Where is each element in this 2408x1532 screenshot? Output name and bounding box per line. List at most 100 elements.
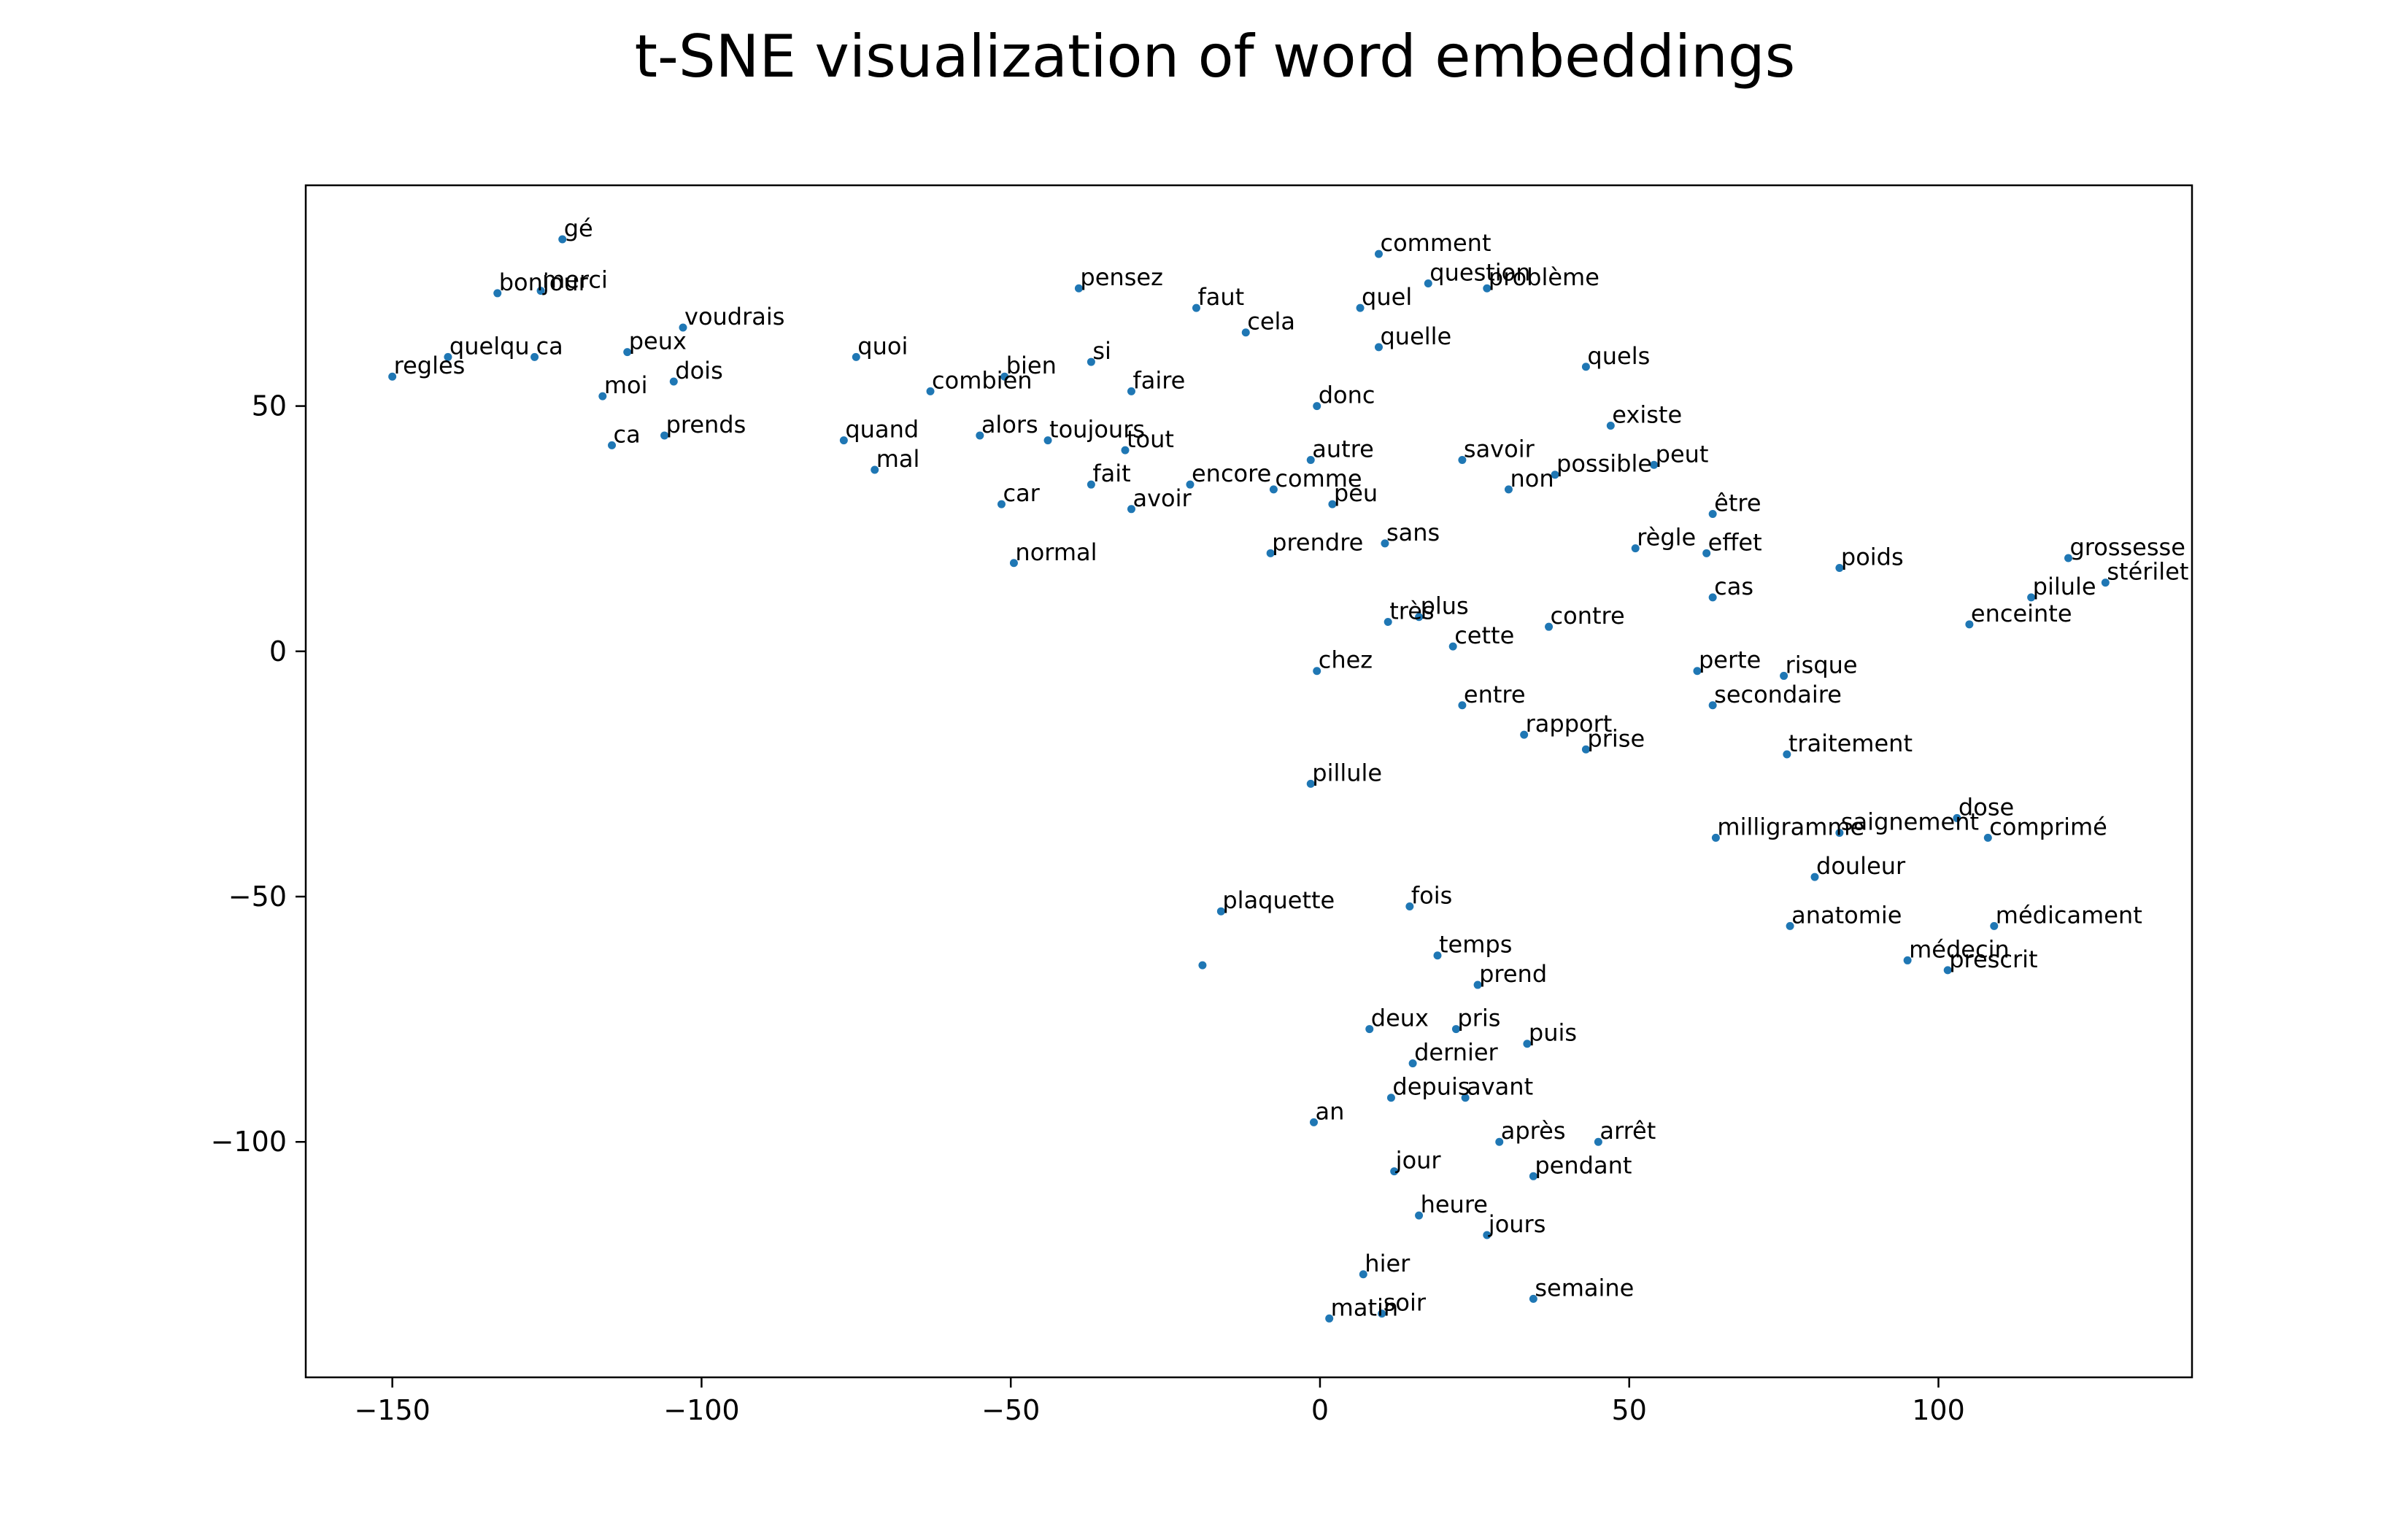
point-label: toujours bbox=[1049, 416, 1145, 444]
data-point bbox=[1650, 460, 1659, 469]
data-point bbox=[558, 235, 567, 244]
point-label: règle bbox=[1637, 524, 1696, 552]
x-tick-label: 50 bbox=[1612, 1394, 1647, 1426]
data-point bbox=[1378, 1309, 1386, 1318]
data-point bbox=[2101, 579, 2110, 587]
data-point bbox=[1483, 1231, 1492, 1239]
data-point bbox=[679, 323, 687, 332]
data-point bbox=[1087, 357, 1095, 366]
point-label: avant bbox=[1467, 1073, 1533, 1101]
data-point bbox=[1198, 961, 1207, 970]
data-point bbox=[1786, 921, 1794, 930]
plot-frame bbox=[304, 184, 2193, 1379]
point-label: possible bbox=[1556, 450, 1652, 478]
point-label: saignement bbox=[1841, 808, 1979, 836]
data-point bbox=[1415, 613, 1424, 622]
data-point bbox=[839, 436, 848, 445]
data-point bbox=[1405, 902, 1414, 910]
data-point bbox=[1458, 456, 1467, 465]
data-point bbox=[1473, 980, 1482, 989]
x-tick-label: −100 bbox=[663, 1394, 739, 1426]
data-point bbox=[2027, 593, 2036, 602]
point-label: chez bbox=[1319, 646, 1373, 674]
data-point bbox=[623, 348, 632, 357]
point-label: prend bbox=[1479, 960, 1547, 988]
data-point bbox=[660, 431, 669, 440]
data-point bbox=[1241, 328, 1250, 337]
point-label: existe bbox=[1612, 401, 1682, 428]
data-point bbox=[1702, 549, 1711, 557]
data-point bbox=[1529, 1294, 1537, 1303]
point-label: combien bbox=[932, 366, 1033, 394]
point-label: pendant bbox=[1535, 1151, 1632, 1179]
data-point bbox=[1953, 813, 1961, 822]
data-point bbox=[1990, 921, 1999, 930]
point-label: quelqu bbox=[449, 332, 530, 360]
data-point bbox=[1581, 745, 1590, 754]
data-point bbox=[1711, 833, 1720, 842]
point-label: comme bbox=[1275, 465, 1362, 492]
data-point bbox=[1356, 303, 1365, 312]
point-label: risque bbox=[1786, 651, 1858, 678]
y-tick-label: 0 bbox=[269, 635, 287, 668]
data-point bbox=[1009, 559, 1018, 568]
data-point bbox=[1835, 563, 1844, 572]
data-point bbox=[1365, 1025, 1374, 1034]
data-point bbox=[608, 441, 617, 449]
data-point bbox=[1461, 1094, 1470, 1102]
point-label: effet bbox=[1708, 528, 1762, 556]
point-label: jour bbox=[1395, 1147, 1442, 1175]
point-label: être bbox=[1714, 490, 1761, 517]
data-point bbox=[1424, 279, 1432, 287]
point-label: fait bbox=[1092, 460, 1130, 487]
point-label: quand bbox=[845, 416, 919, 444]
data-point bbox=[598, 392, 607, 401]
y-axis: −100 −50 0 50 bbox=[211, 390, 306, 1158]
point-label: peut bbox=[1656, 440, 1709, 468]
point-label: milligramme bbox=[1717, 813, 1864, 840]
point-label: après bbox=[1501, 1117, 1566, 1145]
data-point bbox=[1504, 485, 1513, 494]
point-label: pillule bbox=[1312, 759, 1382, 786]
data-point bbox=[1520, 730, 1529, 739]
data-point bbox=[976, 431, 984, 440]
point-label: secondaire bbox=[1714, 681, 1842, 708]
data-point bbox=[1306, 456, 1315, 465]
point-label: temps bbox=[1439, 931, 1512, 959]
data-point bbox=[1708, 593, 1717, 602]
point-label: savoir bbox=[1464, 436, 1535, 463]
point-label: semaine bbox=[1535, 1274, 1634, 1301]
point-label: dose bbox=[1959, 793, 2014, 821]
x-tick-label: −50 bbox=[981, 1394, 1040, 1426]
y-tick-label: −100 bbox=[211, 1126, 287, 1158]
point-label: cette bbox=[1454, 622, 1514, 649]
point-label: comment bbox=[1380, 229, 1491, 257]
data-point bbox=[1551, 471, 1559, 479]
data-point bbox=[1448, 642, 1457, 651]
point-label: prends bbox=[666, 411, 746, 438]
data-point bbox=[1523, 1040, 1532, 1048]
point-label: dois bbox=[675, 357, 722, 384]
data-point bbox=[1216, 907, 1225, 916]
data-point bbox=[1783, 750, 1791, 759]
point-label: quels bbox=[1587, 342, 1650, 370]
data-point bbox=[1693, 667, 1702, 676]
point-label: merci bbox=[542, 266, 608, 294]
point-label: regles bbox=[394, 352, 466, 379]
point-label: stérilet bbox=[2107, 558, 2188, 586]
data-point bbox=[1415, 1211, 1424, 1220]
point-label: dernier bbox=[1414, 1039, 1498, 1067]
point-label: moi bbox=[604, 371, 648, 399]
data-point bbox=[530, 352, 539, 361]
data-point bbox=[1325, 1314, 1334, 1323]
data-point bbox=[1708, 510, 1717, 519]
data-point bbox=[1381, 539, 1389, 548]
y-tick-label: 50 bbox=[252, 390, 287, 422]
data-point bbox=[1043, 436, 1052, 445]
data-point bbox=[1408, 1059, 1417, 1068]
point-label: peux bbox=[629, 328, 687, 355]
point-label: prendre bbox=[1272, 528, 1363, 556]
point-label: mal bbox=[876, 445, 920, 473]
data-point bbox=[1121, 446, 1130, 454]
